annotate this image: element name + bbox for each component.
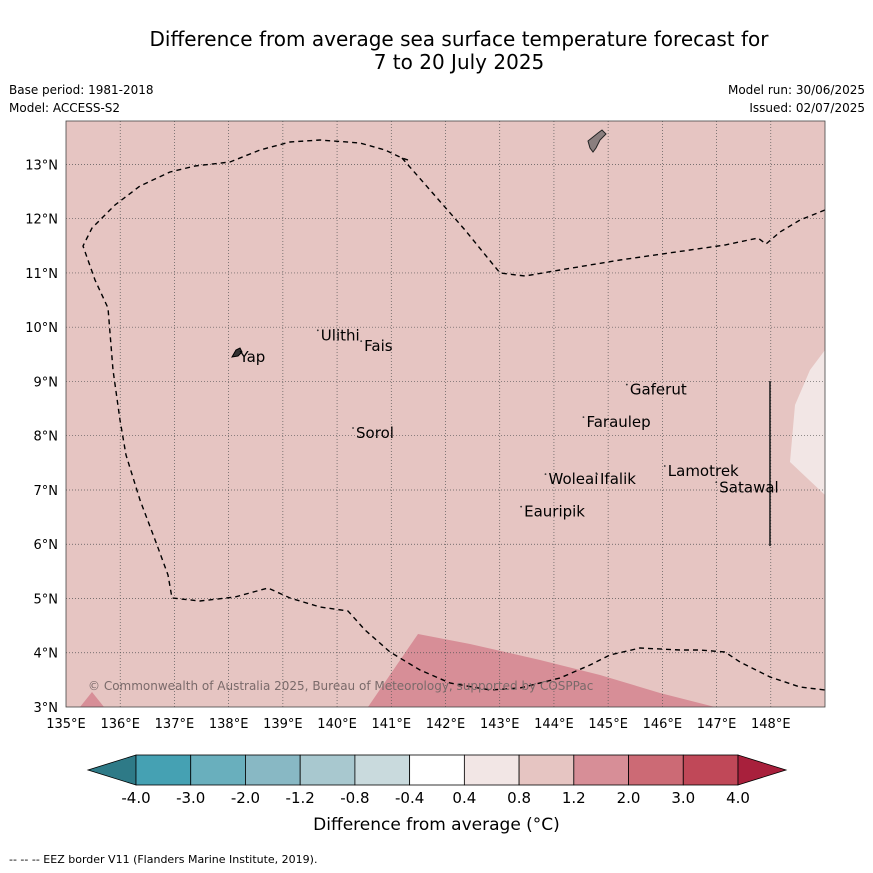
map-frame: [65, 120, 826, 708]
place-label-gaferut: Gaferut: [630, 381, 687, 399]
colorbar-tick-label: 1.2: [562, 789, 586, 807]
base-period: Base period: 1981-2018: [9, 83, 154, 97]
eez-border-south: [82, 139, 825, 691]
colorbar-extend-low: [86, 754, 137, 786]
y-tick-label: 3°N: [34, 701, 59, 716]
y-axis-ticks: 3°N 4°N 5°N 6°N 7°N 8°N 9°N 10°N 11°N 12°N 13°N: [25, 158, 58, 716]
place-marker: [235, 351, 238, 353]
y-tick-label: 8°N: [34, 430, 59, 445]
y-tick-label: 4°N: [34, 647, 59, 662]
place-marker: [663, 465, 666, 467]
y-tick-label: 5°N: [34, 592, 59, 607]
x-tick-label: 148°E: [751, 717, 791, 732]
colorbar-label: Difference from average (°C): [313, 815, 560, 835]
colorbar-segment: [245, 754, 301, 786]
colorbar-segment: [354, 754, 411, 786]
place-marker: [352, 427, 354, 429]
colorbar-tick-label: -4.0: [121, 789, 150, 807]
x-tick-label: 138°E: [209, 717, 249, 732]
anomaly-region-warm-small: [80, 692, 104, 707]
meta-left: Base period: 1981-2018 Model: ACCESS-S2: [9, 81, 154, 117]
x-tick-label: 140°E: [317, 717, 357, 732]
x-tick-label: 137°E: [155, 717, 195, 732]
place-label-satawal: Satawal: [719, 478, 778, 496]
colorbar-tick-label: -0.8: [340, 789, 369, 807]
colorbar-segment: [518, 754, 575, 786]
place-label-sorol: Sorol: [356, 424, 394, 442]
x-tick-label: 143°E: [480, 717, 520, 732]
colorbar-tick-label: 0.4: [452, 789, 476, 807]
place-marker: [582, 416, 585, 419]
colorbar-segment: [682, 754, 739, 786]
place-label-lamotrek: Lamotrek: [668, 462, 739, 480]
colorbar-tick-label: -3.0: [176, 789, 205, 807]
chart-title: Difference from average sea surface temp…: [0, 28, 873, 74]
title-line-1: Difference from average sea surface temp…: [149, 27, 769, 51]
place-label-woleai: Woleai: [549, 470, 599, 488]
place-marker: [316, 329, 319, 332]
colorbar-segment: [573, 754, 629, 786]
meta-right: Model run: 30/06/2025 Issued: 02/07/2025: [728, 81, 865, 117]
place-marker: [544, 473, 547, 476]
colorbar-segment: [299, 754, 356, 786]
y-tick-label: 10°N: [25, 321, 58, 336]
y-tick-label: 12°N: [25, 213, 58, 228]
colorbar-tick-label: 0.8: [507, 789, 531, 807]
y-tick-label: 6°N: [34, 538, 59, 553]
colorbar-tick-label: 2.0: [617, 789, 641, 807]
place-marker: [715, 481, 718, 484]
place-label-faraulep: Faraulep: [586, 413, 650, 431]
issued-date: Issued: 02/07/2025: [749, 101, 865, 115]
x-tick-label: 147°E: [697, 717, 737, 732]
place-label-fais: Fais: [364, 337, 393, 355]
model-name: Model: ACCESS-S2: [9, 101, 121, 115]
x-tick-label: 139°E: [263, 717, 303, 732]
place-marker: [625, 383, 628, 386]
x-tick-label: 144°E: [534, 717, 574, 732]
footer-note: -- -- -- EEZ border V11 (Flanders Marine…: [9, 853, 318, 866]
colorbar-tick-label: 4.0: [726, 789, 750, 807]
colorbar-tick-label: -2.0: [231, 789, 260, 807]
anomaly-region-warm: [368, 634, 715, 707]
place-label-ifalik: Ifalik: [600, 470, 636, 488]
copyright-text: © Commonwealth of Australia 2025, Bureau…: [88, 679, 593, 693]
x-tick-label: 142°E: [426, 717, 466, 732]
guam-island: [587, 129, 607, 153]
anomaly-region-mild: [790, 350, 825, 495]
colorbar-tick-label: -1.2: [286, 789, 315, 807]
colorbar-segment: [190, 754, 246, 786]
title-line-2: 7 to 20 July 2025: [373, 50, 545, 74]
colorbar-tick-label: 3.0: [671, 789, 695, 807]
x-axis-ticks: 135°E 136°E 137°E 138°E 139°E 140°E 141°E 142°E…: [46, 717, 790, 732]
x-tick-label: 145°E: [588, 717, 628, 732]
x-tick-label: 141°E: [372, 717, 412, 732]
x-tick-label: 135°E: [46, 717, 86, 732]
place-label-yap: Yap: [238, 348, 265, 366]
y-tick-label: 9°N: [34, 375, 59, 390]
colorbar-segment: [628, 754, 684, 786]
y-tick-label: 13°N: [25, 158, 58, 173]
colorbar-extend-high: [737, 754, 788, 786]
y-tick-label: 7°N: [34, 484, 59, 499]
colorbar-segment: [463, 754, 520, 786]
model-run: Model run: 30/06/2025: [727, 83, 865, 97]
x-tick-label: 146°E: [643, 717, 683, 732]
place-label-ulithi: Ulithi: [321, 326, 360, 344]
y-tick-label: 11°N: [25, 267, 58, 282]
x-tick-label: 136°E: [100, 717, 140, 732]
place-marker: [360, 340, 363, 343]
place-marker: [596, 473, 598, 476]
place-label-eauripik: Eauripik: [524, 503, 585, 521]
place-marker: [520, 505, 523, 508]
colorbar: -4.0 -3.0 -2.0 -1.2 -0.8 -0.4 0.4 0.8 1.2 2.0 3.0 4…: [86, 754, 788, 807]
colorbar-segment: [409, 754, 465, 786]
eez-border-north: [401, 157, 825, 277]
graticule: [66, 121, 825, 707]
colorbar-segment: [135, 754, 192, 786]
colorbar-tick-label: -0.4: [395, 789, 424, 807]
